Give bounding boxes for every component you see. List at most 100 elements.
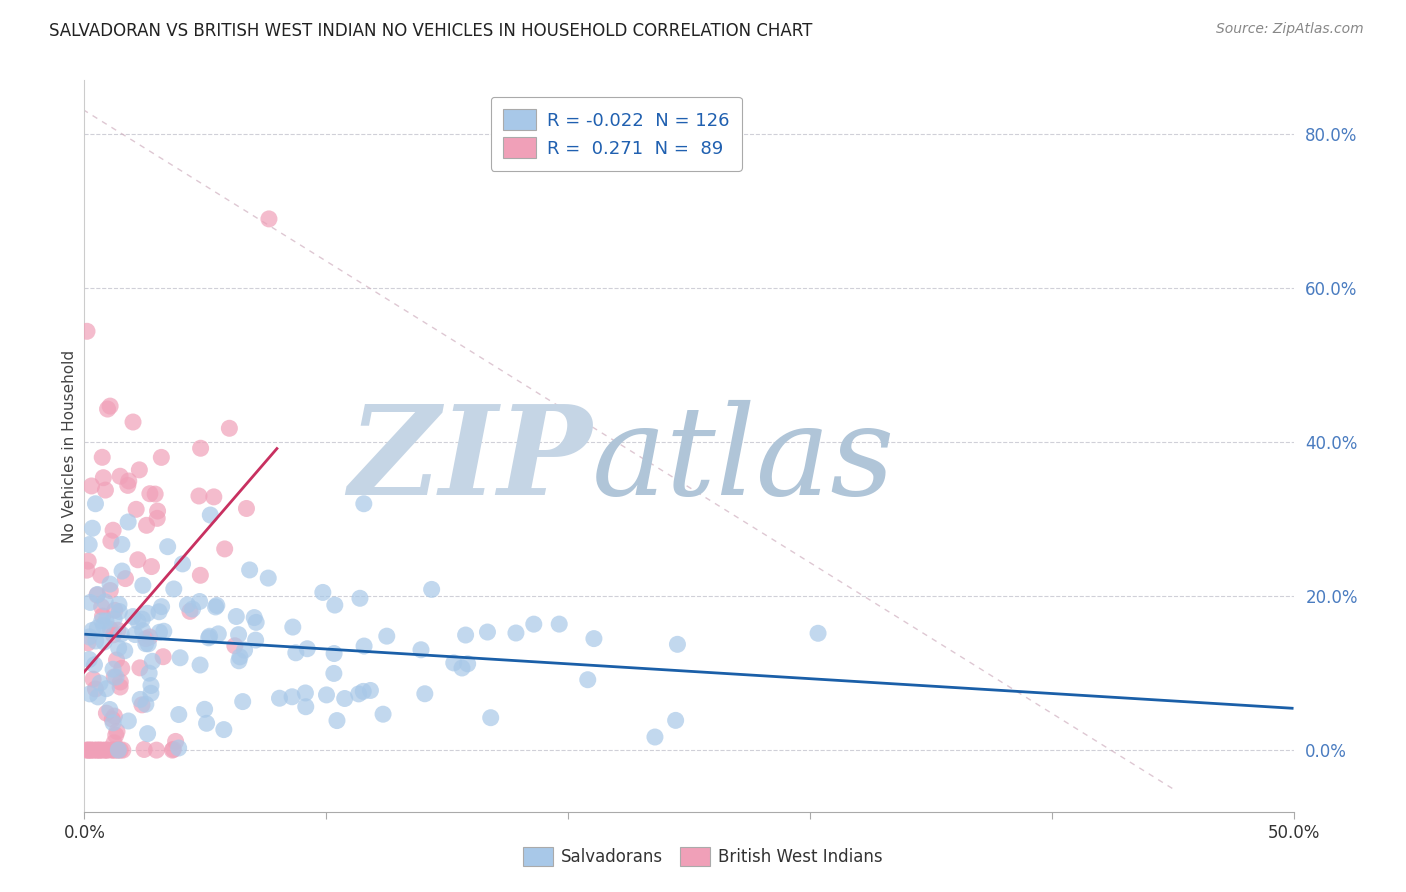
Point: [269, 691, 291, 706]
Point: [169, 650, 191, 665]
Point: [105, 670, 128, 684]
Point: [359, 683, 381, 698]
Point: [225, 609, 247, 624]
Point: [195, 716, 218, 731]
Point: [90, 614, 112, 628]
Point: [235, 501, 257, 516]
Point: [457, 657, 479, 671]
Point: [284, 646, 307, 660]
Point: [297, 641, 319, 656]
Point: [108, 743, 131, 757]
Point: [86, 588, 108, 602]
Point: [96, 706, 118, 721]
Point: [114, 572, 136, 586]
Point: [505, 626, 527, 640]
Point: [353, 497, 375, 511]
Point: [86, 743, 108, 757]
Point: [145, 743, 167, 757]
Point: [80, 743, 103, 757]
Point: [77, 554, 100, 568]
Point: [122, 609, 145, 624]
Point: [188, 658, 211, 673]
Point: [163, 582, 186, 596]
Point: [90, 568, 112, 582]
Point: [454, 628, 477, 642]
Point: [117, 478, 139, 492]
Point: [84, 634, 107, 648]
Point: [413, 687, 436, 701]
Point: [135, 637, 157, 651]
Point: [162, 743, 184, 757]
Point: [91, 609, 114, 624]
Point: [477, 625, 499, 640]
Point: [104, 603, 127, 617]
Point: [148, 625, 170, 640]
Point: [665, 714, 688, 728]
Point: [108, 680, 131, 694]
Point: [131, 624, 153, 638]
Point: [105, 653, 128, 667]
Point: [156, 540, 179, 554]
Point: [181, 602, 204, 616]
Point: [100, 743, 122, 757]
Point: [96, 681, 118, 696]
Point: [108, 605, 131, 619]
Point: [323, 598, 346, 612]
Point: [162, 742, 184, 756]
Point: [101, 712, 124, 726]
Point: [375, 629, 398, 643]
Point: [77, 652, 100, 666]
Point: [100, 534, 122, 549]
Point: [110, 675, 132, 690]
Point: [83, 657, 105, 672]
Point: [129, 661, 152, 675]
Point: [76, 563, 98, 577]
Point: [131, 698, 153, 712]
Point: [224, 639, 246, 653]
Point: [111, 661, 134, 675]
Point: [218, 421, 240, 435]
Point: [98, 577, 121, 591]
Point: [233, 643, 256, 657]
Point: [136, 637, 159, 651]
Point: [91, 471, 114, 485]
Point: [124, 627, 146, 641]
Point: [257, 211, 280, 226]
Point: [146, 511, 169, 525]
Point: [108, 598, 131, 612]
Point: [98, 622, 121, 636]
Point: [103, 628, 125, 642]
Point: [353, 639, 375, 653]
Point: [84, 497, 107, 511]
Point: [371, 707, 394, 722]
Point: [179, 604, 201, 618]
Point: [139, 486, 162, 500]
Point: [101, 715, 124, 730]
Point: [86, 587, 108, 601]
Point: [79, 687, 101, 701]
Point: [167, 741, 190, 756]
Point: [91, 743, 114, 757]
Point: [90, 599, 112, 614]
Point: [135, 697, 157, 711]
Point: [136, 607, 159, 621]
Point: [129, 692, 152, 706]
Point: [420, 582, 443, 597]
Point: [150, 450, 173, 465]
Point: [205, 599, 228, 613]
Point: [96, 743, 118, 757]
Point: [409, 642, 432, 657]
Point: [143, 487, 166, 501]
Point: [138, 630, 160, 644]
Point: [207, 627, 229, 641]
Point: [107, 743, 129, 757]
Legend: Salvadorans, British West Indians: Salvadorans, British West Indians: [515, 838, 891, 875]
Point: [117, 714, 139, 728]
Point: [104, 743, 127, 757]
Point: [118, 474, 141, 488]
Point: [86, 621, 108, 635]
Point: [194, 702, 217, 716]
Point: [443, 656, 465, 670]
Point: [108, 469, 131, 483]
Point: [105, 724, 128, 739]
